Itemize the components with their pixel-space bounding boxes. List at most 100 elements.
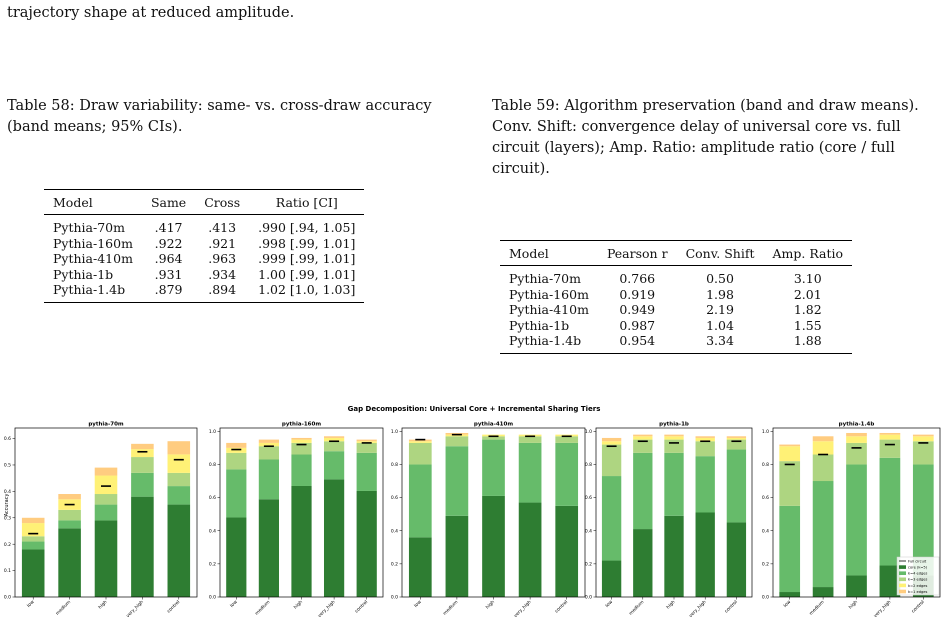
bar-segment [812,436,834,442]
x-tick-label: very_high [317,599,337,619]
bar-segment [601,560,622,597]
bar-segment [131,457,154,473]
bar-segment [167,486,191,505]
table-58-header: Ratio [CI] [249,189,365,215]
y-tick-label: 0.8 [585,462,592,468]
bar-segment [726,522,747,597]
bar-segment [846,442,867,465]
y-tick-label: 1.0 [762,429,769,435]
table-58-caption: Table 58: Draw variability: same- vs. cr… [7,98,432,135]
bar-segment [912,441,934,465]
legend-swatch [899,565,906,569]
bar-segment [94,494,118,505]
y-tick-label: 0.2 [585,561,592,567]
x-tick-label: control [724,599,739,614]
bar-segment [812,587,834,597]
y-tick-label: 0.2 [209,561,216,567]
panel-title: pythia-1b [659,422,689,428]
table-cell: .413 [208,220,237,235]
table-row: Pythia-1b 0.987 1.04 1.55 [500,318,852,334]
bar-segment [408,441,432,443]
y-tick-label: 0.6 [391,495,398,501]
y-tick-label: 0.4 [762,528,769,534]
bar-segment [258,442,280,447]
table-cell: 1.04 [706,317,734,333]
bar-segment [812,481,834,588]
table-cell: 0.50 [706,271,734,286]
bar-segment [726,449,747,523]
table-59-header-row: Model Pearson r Conv. Shift Amp. Ratio [500,240,853,266]
bar-segment [664,452,684,516]
table-cell: .999 [.99, 1.01] [258,251,356,266]
table-row: Pythia-1.4b .879 .894 1.02 [1.0, 1.03] [44,282,365,303]
bar-segment [633,529,653,597]
bar-segment [58,520,81,529]
table-58-header: Same [141,189,196,215]
legend-swatch [899,583,906,588]
table-cell: Pythia-160m [53,235,133,251]
legend-swatch [899,571,906,575]
table-row: Pythia-410m .964 .963 .999 [.99, 1.01] [44,251,364,267]
y-tick-label: 0.8 [391,462,398,468]
panel-frame [401,427,586,598]
y-tick-label: 0.2 [762,561,769,567]
bar-segment [633,452,653,530]
bar-segment [555,505,579,597]
table-cell: .998 [.99, 1.01] [258,235,356,251]
bar-segment [131,449,154,458]
panel-frame [219,427,384,598]
bar-segment [94,504,118,521]
table-58-header-row: Model Same Cross Ratio [CI] [44,189,365,215]
bar-segment [664,515,684,597]
table-cell: 2.19 [706,302,734,317]
panel-frame [772,427,941,598]
legend-swatch [899,577,906,582]
y-tick-label: 0.4 [4,489,11,495]
bar-segment [779,505,801,593]
x-tick-label: low [26,599,36,609]
panel-title: pythia-70m [88,422,124,428]
bar-segment [356,442,377,453]
bar-segment [633,434,653,437]
bar-segment [21,541,45,550]
bar-segment [323,437,345,442]
bar-segment [356,439,377,442]
panel-title: pythia-160m [282,422,321,428]
bar-segment [21,517,45,524]
bar-segment [726,436,747,438]
bar-segment [445,432,469,435]
bar-segment [226,442,247,448]
bar-segment [408,464,432,538]
bar-segment [812,441,834,455]
y-tick-label: 1.0 [585,429,592,435]
gap-decomposition-figure: Gap Decomposition: Universal Core + Incr… [4,405,941,619]
bar-segment [879,439,901,458]
bar-segment [167,441,191,455]
bar-segment [846,432,867,437]
table-58-header: Cross [195,189,250,215]
bar-segment [846,436,867,443]
table-58: Model Same Cross Ratio [CI] Pythia-70m .… [44,189,365,303]
table-cell: Pythia-160m [509,286,589,302]
bar-segment [445,434,469,437]
bar-segment [323,441,345,452]
y-tick-label: 1.0 [391,429,398,435]
legend-label: Full circuit [908,559,927,563]
legend-label: k=4 edges [908,572,928,576]
legend-label: k=2 edges [908,584,928,588]
bar-segment [291,437,312,440]
x-tick-label: control [166,599,181,614]
x-tick-label: high [665,599,676,610]
bar-segment [633,439,653,453]
y-tick-label: 0.6 [585,495,592,501]
table-cell: .990 [.94, 1.05] [258,220,356,235]
bar-segment [258,439,280,443]
bar-segment [131,443,154,450]
bar-segment [167,504,191,597]
bar-segment [21,523,45,537]
figure-suptitle: Gap Decomposition: Universal Core + Incr… [348,405,601,413]
x-tick-label: control [354,599,369,614]
table-cell: .963 [208,251,237,266]
bar-segment [726,437,747,440]
bar-segment [633,436,653,440]
